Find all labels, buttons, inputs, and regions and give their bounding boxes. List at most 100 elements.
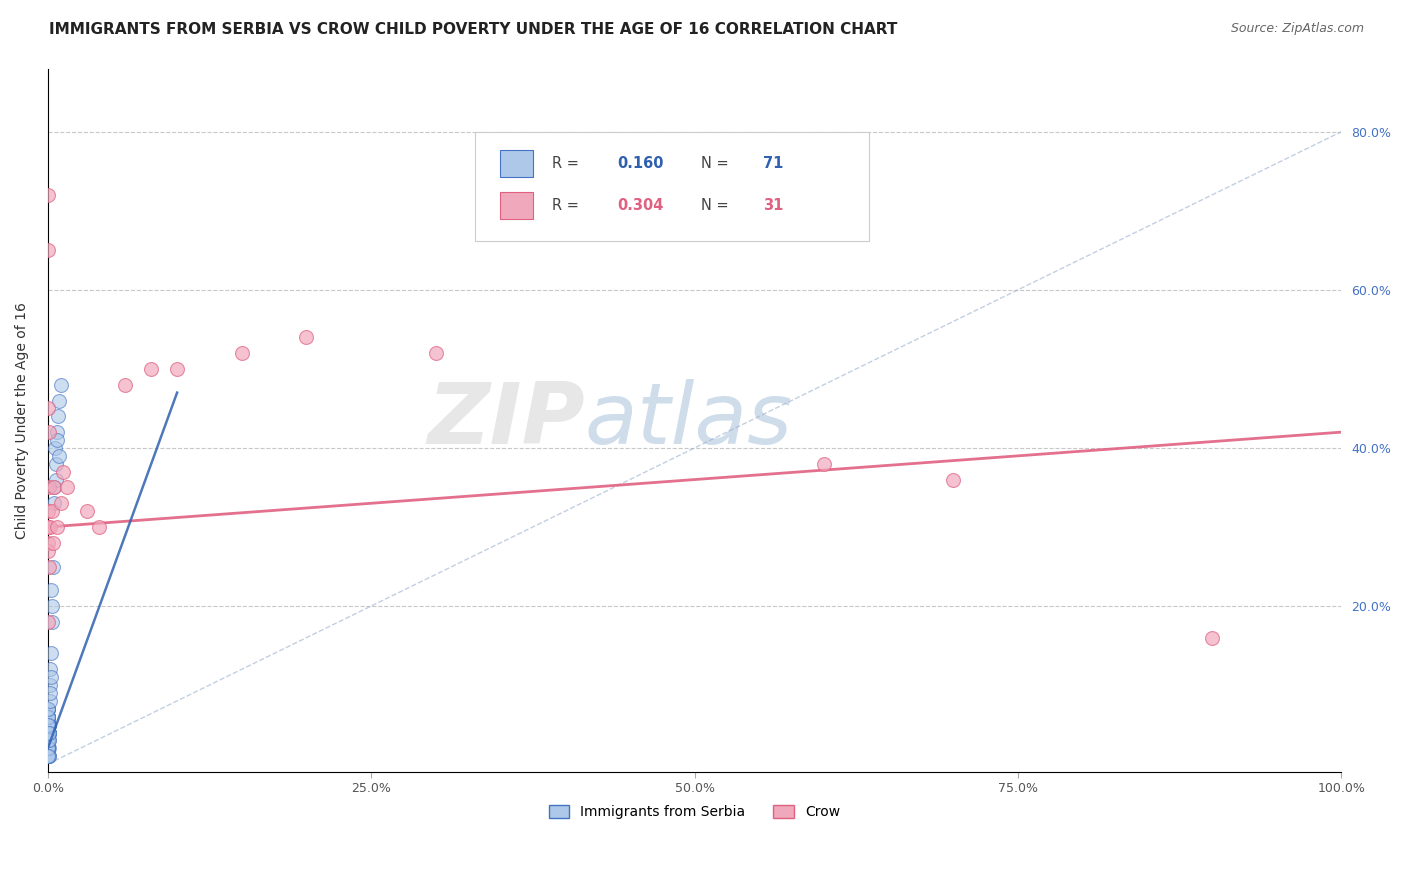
Point <box>38 717 60 731</box>
Point <box>39 686 62 700</box>
Point <box>37 244 59 258</box>
Point <box>37 741 59 756</box>
Text: 31: 31 <box>763 198 783 213</box>
Point <box>46 433 69 447</box>
Text: N =: N = <box>702 198 734 213</box>
Point <box>37 749 59 764</box>
Point <box>37 733 59 747</box>
Point <box>49 496 72 510</box>
Point <box>37 733 59 747</box>
Point <box>39 647 62 661</box>
Point <box>38 725 60 739</box>
Point <box>37 401 59 416</box>
Point <box>37 749 59 764</box>
Point <box>89 520 111 534</box>
Point <box>52 465 75 479</box>
Point <box>37 717 59 731</box>
Point <box>425 346 447 360</box>
Point <box>37 741 59 756</box>
Point <box>37 717 59 731</box>
Legend: Immigrants from Serbia, Crow: Immigrants from Serbia, Crow <box>543 800 846 825</box>
Text: Source: ZipAtlas.com: Source: ZipAtlas.com <box>1230 22 1364 36</box>
Point <box>45 425 67 439</box>
Point <box>37 749 59 764</box>
Point <box>38 741 60 756</box>
Point <box>37 536 59 550</box>
Point <box>38 480 60 494</box>
Point <box>39 670 62 684</box>
Point <box>295 330 318 344</box>
Point <box>37 717 59 731</box>
Point <box>56 480 79 494</box>
Text: N =: N = <box>702 156 734 171</box>
Point <box>37 733 59 747</box>
Point <box>38 717 60 731</box>
Point <box>41 504 63 518</box>
Text: atlas: atlas <box>585 379 793 462</box>
Point <box>48 393 70 408</box>
Point <box>41 615 63 629</box>
Point <box>37 709 59 723</box>
Point <box>37 741 59 756</box>
Point <box>44 480 66 494</box>
Point <box>41 583 63 598</box>
Point <box>37 709 59 723</box>
Text: R =: R = <box>553 198 583 213</box>
Point <box>45 520 67 534</box>
Point <box>42 559 65 574</box>
Point <box>37 749 59 764</box>
Point <box>37 741 59 756</box>
Point <box>44 480 66 494</box>
Point <box>38 694 60 708</box>
Point <box>44 457 66 471</box>
Point <box>37 725 59 739</box>
Text: 0.160: 0.160 <box>617 156 664 171</box>
Point <box>38 717 60 731</box>
Point <box>37 615 59 629</box>
Point <box>42 496 65 510</box>
Bar <box>501 150 533 177</box>
FancyBboxPatch shape <box>475 132 869 241</box>
Point <box>231 346 253 360</box>
Point <box>39 520 62 534</box>
Point <box>39 662 62 676</box>
Text: ZIP: ZIP <box>427 379 585 462</box>
Point <box>114 377 136 392</box>
Text: 71: 71 <box>763 156 783 171</box>
Point <box>38 725 60 739</box>
Point <box>38 749 60 764</box>
Point <box>37 709 59 723</box>
Point <box>37 733 59 747</box>
Point <box>38 559 60 574</box>
Text: 0.304: 0.304 <box>617 198 664 213</box>
Point <box>38 733 60 747</box>
Point <box>37 725 59 739</box>
Point <box>37 520 59 534</box>
Point <box>37 749 59 764</box>
Point <box>37 709 59 723</box>
Point <box>37 702 59 716</box>
Point <box>45 473 67 487</box>
Point <box>942 473 965 487</box>
Point <box>38 725 60 739</box>
Point <box>37 504 59 518</box>
Point <box>37 702 59 716</box>
Text: R =: R = <box>553 156 583 171</box>
Point <box>166 362 188 376</box>
Point <box>39 678 62 692</box>
Point <box>37 717 59 731</box>
Point <box>37 725 59 739</box>
Bar <box>501 193 533 219</box>
Y-axis label: Child Poverty Under the Age of 16: Child Poverty Under the Age of 16 <box>15 301 30 539</box>
Point <box>38 749 60 764</box>
Point <box>37 520 59 534</box>
Point <box>37 188 59 202</box>
Point <box>37 741 59 756</box>
Point <box>46 409 69 424</box>
Point <box>37 733 59 747</box>
Point <box>42 536 65 550</box>
Point <box>37 702 59 716</box>
Point <box>141 362 163 376</box>
Point <box>37 702 59 716</box>
Point <box>44 441 66 455</box>
